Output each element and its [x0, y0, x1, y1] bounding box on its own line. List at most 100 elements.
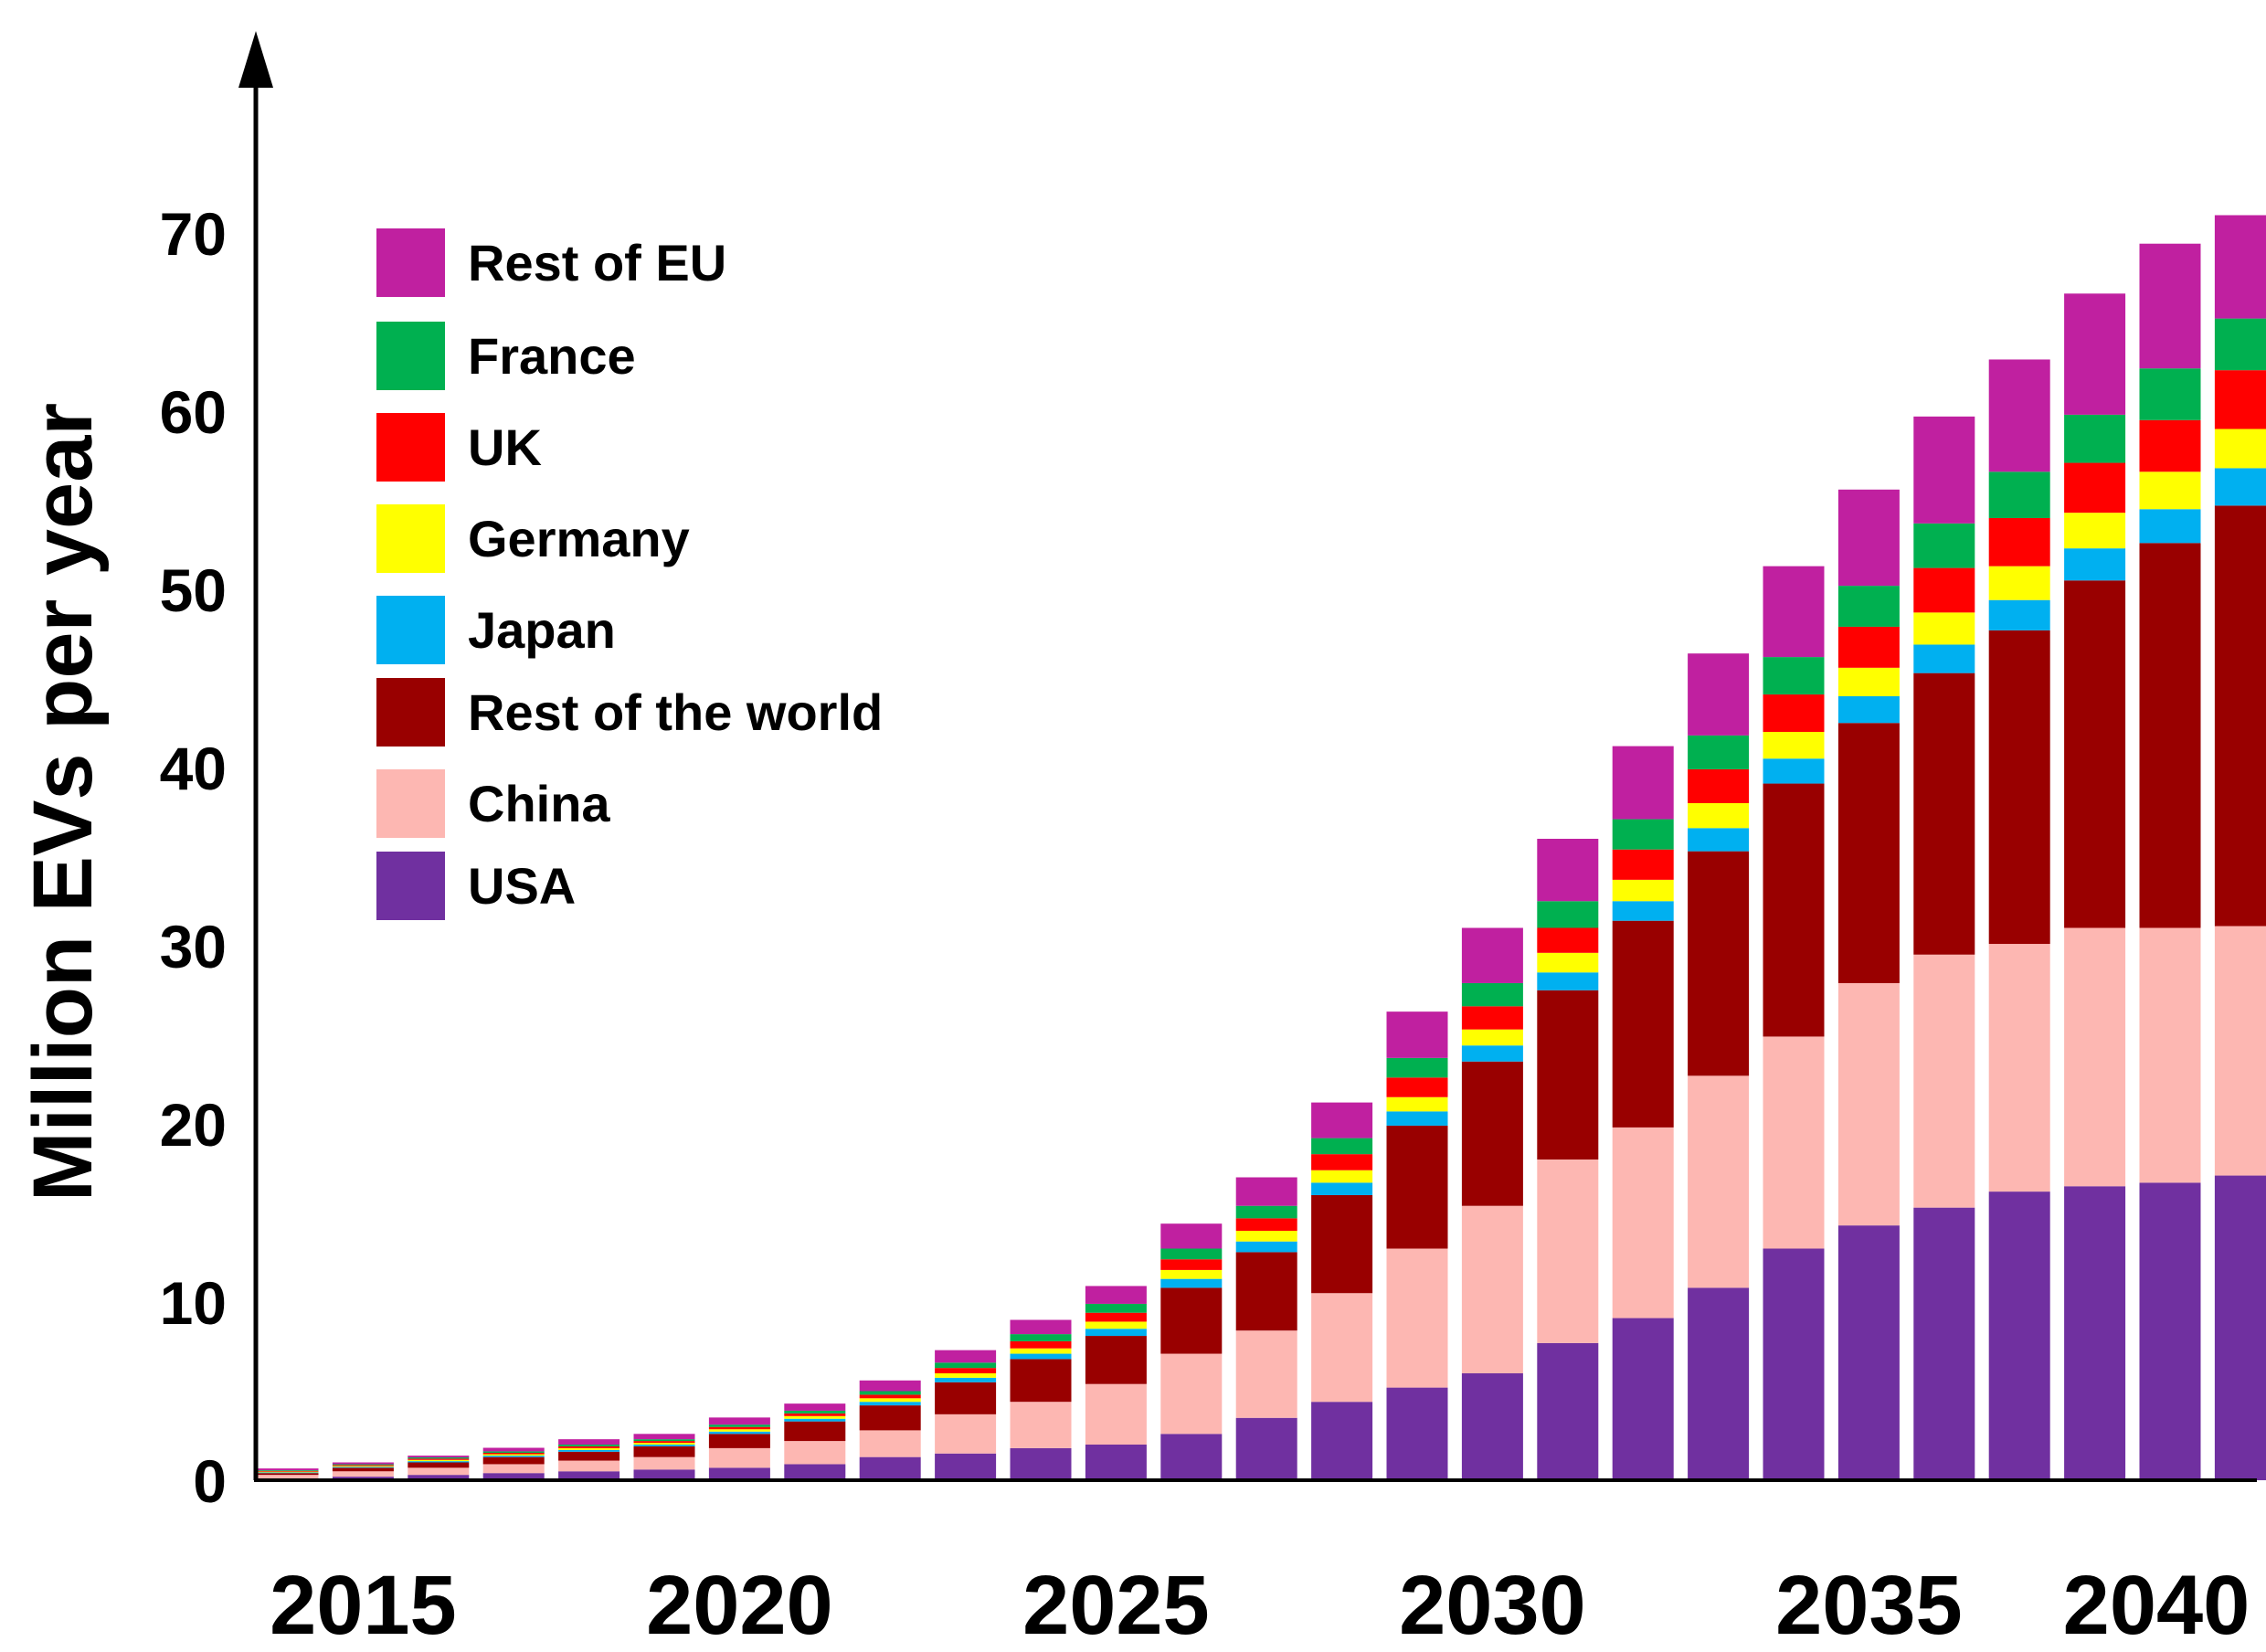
- bar-segment-usa-2037: [1988, 1191, 2050, 1480]
- bar-segment-japan-2031: [1537, 972, 1599, 990]
- bar-segment-germany-2040: [2214, 429, 2266, 469]
- bar-segment-japan-2016: [408, 1461, 470, 1463]
- bar-segment-germany-2031: [1537, 952, 1599, 973]
- bar-segment-france-2019: [633, 1439, 695, 1442]
- bar-segment-germany-2032: [1612, 879, 1674, 902]
- bar-segment-rest-of-eu-2015: [332, 1462, 394, 1465]
- bar-segment-uk-2019: [633, 1441, 695, 1444]
- bar-segment-uk-2037: [1988, 518, 2050, 567]
- bar-segment-japan-2029: [1386, 1111, 1448, 1126]
- bar-stack-2029: [1386, 1011, 1448, 1480]
- bar-segment-china-2031: [1537, 1160, 1599, 1343]
- bar-segment-japan-2014: [257, 1472, 319, 1474]
- bar-segment-usa-2039: [2139, 1182, 2201, 1480]
- bar-segment-japan-2027: [1235, 1241, 1297, 1253]
- bar-groups: [257, 215, 2266, 1480]
- y-tick-labels: 0 10 20 30 40 50 60 70: [160, 200, 227, 1515]
- bar-segment-rest-of-the-world-2022: [859, 1405, 921, 1431]
- bar-segment-rest-of-the-world-2017: [482, 1456, 545, 1465]
- bar-segment-germany-2025: [1085, 1321, 1147, 1329]
- bar-segment-germany-2037: [1988, 566, 2050, 600]
- legend-label: France: [468, 327, 636, 385]
- bar-segment-rest-of-eu-2018: [558, 1439, 620, 1445]
- legend-item-japan: Japan: [376, 596, 616, 664]
- bar-segment-uk-2029: [1386, 1077, 1448, 1097]
- legend-swatch: [376, 322, 445, 390]
- bar-segment-usa-2020: [708, 1467, 770, 1480]
- bar-segment-rest-of-eu-2033: [1688, 653, 1750, 736]
- bar-segment-rest-of-eu-2032: [1612, 746, 1674, 820]
- bar-stack-2038: [2064, 293, 2126, 1480]
- bar-segment-uk-2016: [408, 1458, 470, 1460]
- bar-segment-rest-of-eu-2014: [257, 1468, 319, 1471]
- bar-segment-rest-of-the-world-2034: [1763, 783, 1825, 1037]
- bar-stack-2030: [1461, 927, 1523, 1480]
- legend-item-germany: Germany: [376, 504, 690, 573]
- y-tick-label: 0: [193, 1447, 227, 1515]
- bar-segment-china-2024: [1010, 1402, 1072, 1448]
- bar-segment-uk-2021: [784, 1413, 846, 1416]
- bar-segment-germany-2020: [708, 1429, 770, 1432]
- bar-segment-germany-2036: [1913, 612, 1975, 645]
- bar-segment-usa-2040: [2214, 1175, 2266, 1480]
- bar-segment-uk-2040: [2214, 370, 2266, 429]
- bar-segment-uk-2020: [708, 1426, 770, 1430]
- bar-segment-uk-2038: [2064, 462, 2126, 514]
- bar-segment-germany-2033: [1688, 803, 1750, 829]
- bar-segment-france-2038: [2064, 414, 2126, 463]
- bar-segment-france-2023: [935, 1362, 997, 1369]
- bar-segment-usa-2016: [408, 1475, 470, 1480]
- legend-item-uk: UK: [376, 413, 542, 482]
- bar-segment-germany-2026: [1160, 1269, 1223, 1279]
- bar-segment-rest-of-the-world-2015: [332, 1467, 394, 1472]
- bar-segment-usa-2031: [1537, 1342, 1599, 1480]
- bar-segment-rest-of-eu-2035: [1837, 489, 1900, 587]
- bar-segment-japan-2040: [2214, 468, 2266, 506]
- bar-segment-china-2032: [1612, 1127, 1674, 1318]
- bar-segment-germany-2024: [1010, 1348, 1072, 1354]
- bar-segment-rest-of-the-world-2024: [1010, 1359, 1072, 1403]
- bar-segment-france-2025: [1085, 1303, 1147, 1313]
- bar-segment-uk-2031: [1537, 927, 1599, 953]
- bar-segment-china-2028: [1311, 1293, 1373, 1403]
- bar-segment-china-2027: [1235, 1330, 1297, 1418]
- bar-segment-germany-2034: [1763, 732, 1825, 759]
- legend-label: Rest of EU: [468, 234, 726, 291]
- bar-stack-2025: [1085, 1286, 1147, 1480]
- bar-segment-japan-2019: [633, 1445, 695, 1446]
- bar-segment-uk-2015: [332, 1465, 394, 1467]
- bar-segment-rest-of-eu-2026: [1160, 1223, 1223, 1249]
- bar-segment-germany-2023: [935, 1373, 997, 1378]
- bar-segment-usa-2034: [1763, 1248, 1825, 1480]
- bar-segment-rest-of-the-world-2021: [784, 1421, 846, 1442]
- bar-segment-rest-of-the-world-2040: [2214, 505, 2266, 927]
- bar-segment-usa-2032: [1612, 1318, 1674, 1480]
- bar-segment-france-2036: [1913, 523, 1975, 568]
- bar-segment-france-2033: [1688, 735, 1750, 769]
- bar-segment-rest-of-the-world-2030: [1461, 1061, 1523, 1206]
- bar-segment-uk-2034: [1763, 694, 1825, 732]
- bar-segment-rest-of-eu-2040: [2214, 215, 2266, 319]
- bar-segment-rest-of-the-world-2036: [1913, 672, 1975, 955]
- bar-segment-usa-2023: [935, 1453, 997, 1480]
- bar-segment-usa-2036: [1913, 1207, 1975, 1480]
- bar-segment-japan-2017: [482, 1456, 545, 1457]
- bar-segment-france-2039: [2139, 368, 2201, 420]
- legend-swatch: [376, 678, 445, 747]
- bar-stack-2021: [784, 1403, 846, 1480]
- legend-item-rest-of-eu: Rest of EU: [376, 228, 726, 297]
- legend-label: UK: [468, 418, 542, 476]
- bar-segment-japan-2032: [1612, 901, 1674, 921]
- bar-segment-france-2018: [558, 1445, 620, 1446]
- bar-segment-japan-2018: [558, 1449, 620, 1452]
- legend: Rest of EU France UK Germany Japan Rest of th…: [376, 228, 883, 920]
- bar-segment-uk-2022: [859, 1394, 921, 1399]
- bar-segment-germany-2018: [558, 1447, 620, 1450]
- legend-label: USA: [468, 857, 576, 915]
- legend-item-usa: USA: [376, 852, 576, 920]
- bar-stack-2028: [1311, 1102, 1373, 1480]
- x-tick-labels: 2015 2020 2025 2030 2035 2040: [270, 1559, 2250, 1652]
- bar-segment-china-2033: [1688, 1075, 1750, 1288]
- bar-segment-japan-2021: [784, 1418, 846, 1422]
- bar-segment-usa-2033: [1688, 1287, 1750, 1480]
